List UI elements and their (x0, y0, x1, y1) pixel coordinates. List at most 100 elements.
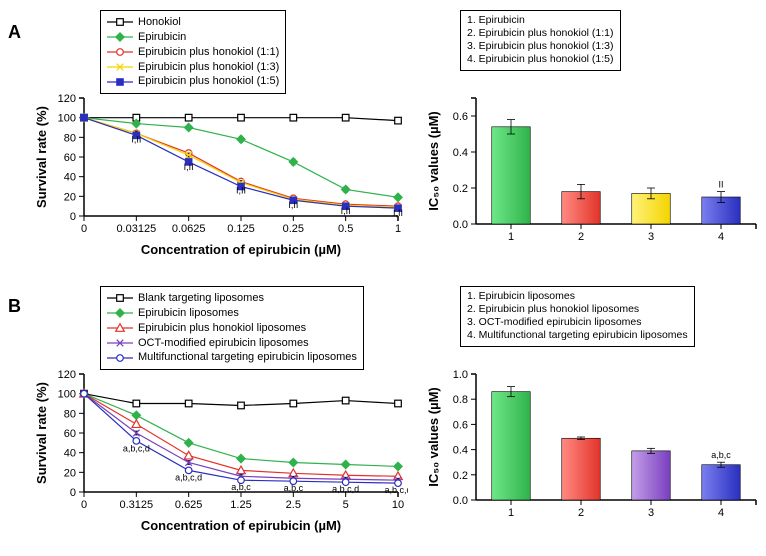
svg-text:1: 1 (508, 231, 514, 243)
bar-legend-item: 2. Epirubicin plus honokiol (1:1) (467, 27, 614, 40)
svg-text:20: 20 (64, 191, 76, 203)
panel-a-bar-legend: 1. Epirubicin2. Epirubicin plus honokiol… (460, 10, 621, 71)
svg-text:0: 0 (70, 211, 76, 223)
svg-text:I,II: I,II (341, 206, 351, 216)
svg-text:120: 120 (58, 369, 76, 381)
svg-text:80: 80 (64, 132, 76, 144)
bar-legend-item: 2. Epirubicin plus honokiol liposomes (467, 303, 688, 316)
svg-text:Concentration of epirubicin (µ: Concentration of epirubicin (µM) (141, 518, 341, 533)
svg-text:0.6: 0.6 (453, 111, 468, 123)
svg-text:II: II (718, 180, 723, 190)
legend-item: Honokiol (107, 15, 279, 30)
svg-text:0.4: 0.4 (453, 147, 468, 159)
svg-text:0.2: 0.2 (453, 470, 468, 482)
svg-text:Survival rate (%): Survival rate (%) (34, 382, 49, 484)
legend-label: Epirubicin liposomes (138, 306, 239, 321)
legend-label: Epirubicin plus honokiol (1:1) (138, 45, 279, 60)
svg-text:a,b,c,d: a,b,c,d (384, 485, 408, 495)
bar-legend-item: 3. Epirubicin plus honokiol (1:3) (467, 40, 614, 53)
svg-text:I,II: I,II (393, 208, 403, 218)
bar-legend-item: 1. Epirubicin liposomes (467, 290, 688, 303)
svg-text:20: 20 (64, 467, 76, 479)
legend-item: Multifunctional targeting epirubicin lip… (107, 350, 357, 365)
svg-text:40: 40 (64, 448, 76, 460)
svg-text:3: 3 (648, 507, 654, 519)
panel-b-legend: Blank targeting liposomesEpirubicin lipo… (100, 286, 364, 370)
legend-item: Epirubicin plus honokiol (1:1) (107, 45, 279, 60)
svg-text:5: 5 (343, 499, 349, 511)
svg-text:80: 80 (64, 408, 76, 420)
svg-text:2.5: 2.5 (286, 499, 301, 511)
bar-legend-item: 3. OCT-modified epirubicin liposomes (467, 316, 688, 329)
legend-label: Epirubicin plus honokiol liposomes (138, 321, 306, 336)
svg-text:0: 0 (70, 487, 76, 499)
svg-text:I,II: I,II (236, 185, 246, 195)
legend-label: Blank targeting liposomes (138, 291, 264, 306)
bar-legend-item: 4. Multifunctional targeting epirubicin … (467, 329, 688, 342)
svg-text:0.0: 0.0 (453, 219, 468, 231)
bar-legend-item: 1. Epirubicin (467, 14, 614, 27)
svg-text:I,II: I,II (288, 200, 298, 210)
svg-text:Survival rate (%): Survival rate (%) (34, 106, 49, 208)
svg-text:4: 4 (718, 231, 724, 243)
svg-text:60: 60 (64, 428, 76, 440)
svg-text:0.6: 0.6 (453, 419, 468, 431)
svg-text:60: 60 (64, 152, 76, 164)
legend-item: Blank targeting liposomes (107, 291, 357, 306)
svg-text:1: 1 (508, 507, 514, 519)
svg-text:40: 40 (64, 172, 76, 184)
svg-text:Concentration of epirubicin (µ: Concentration of epirubicin (µM) (141, 242, 341, 257)
svg-text:0.0: 0.0 (453, 495, 468, 507)
legend-item: OCT-modified epirubicin liposomes (107, 336, 357, 351)
legend-label: Epirubicin (138, 30, 186, 45)
legend-item: Epirubicin plus honokiol (1:5) (107, 74, 279, 89)
svg-text:a,b,c: a,b,c (231, 482, 251, 492)
svg-text:3: 3 (648, 231, 654, 243)
svg-text:0.3125: 0.3125 (120, 499, 154, 511)
legend-label: Honokiol (138, 15, 181, 30)
svg-text:a,b,c: a,b,c (284, 483, 304, 493)
svg-text:0.125: 0.125 (227, 223, 255, 235)
svg-text:0: 0 (81, 499, 87, 511)
panel-b-label: B (8, 296, 21, 317)
panel-a-legend: HonokiolEpirubicinEpirubicin plus honoki… (100, 10, 286, 94)
legend-item: Epirubicin plus honokiol (1:3) (107, 60, 279, 75)
svg-text:a,b,c,d: a,b,c,d (175, 472, 202, 482)
panel-a-label: A (8, 22, 21, 43)
svg-text:0.0625: 0.0625 (172, 223, 206, 235)
svg-text:IC₅₀ values (µM): IC₅₀ values (µM) (426, 387, 441, 487)
svg-text:I,II: I,II (184, 162, 194, 172)
svg-text:1.0: 1.0 (453, 369, 468, 381)
svg-text:120: 120 (58, 93, 76, 105)
legend-item: Epirubicin plus honokiol liposomes (107, 321, 357, 336)
svg-text:a,b,c,d: a,b,c,d (332, 484, 359, 494)
svg-text:I,II: I,II (131, 134, 141, 144)
svg-text:100: 100 (58, 389, 76, 401)
svg-text:0.5: 0.5 (338, 223, 353, 235)
svg-text:0.2: 0.2 (453, 183, 468, 195)
svg-text:0.25: 0.25 (283, 223, 304, 235)
svg-text:1.25: 1.25 (230, 499, 251, 511)
legend-label: Epirubicin plus honokiol (1:3) (138, 60, 279, 75)
svg-text:0: 0 (81, 223, 87, 235)
svg-text:4: 4 (718, 507, 724, 519)
legend-item: Epirubicin liposomes (107, 306, 357, 321)
svg-text:0.8: 0.8 (453, 394, 468, 406)
svg-text:10: 10 (392, 499, 404, 511)
legend-label: Multifunctional targeting epirubicin lip… (138, 350, 357, 365)
panel-b-bar-legend: 1. Epirubicin liposomes2. Epirubicin plu… (460, 286, 695, 347)
svg-text:2: 2 (578, 231, 584, 243)
svg-text:0.4: 0.4 (453, 445, 468, 457)
bar-legend-item: 4. Epirubicin plus honokiol (1:5) (467, 53, 614, 66)
svg-text:2: 2 (578, 507, 584, 519)
svg-text:IC₅₀ values (µM): IC₅₀ values (µM) (426, 111, 441, 211)
svg-text:a,b,c,d: a,b,c,d (123, 444, 150, 454)
svg-text:0.625: 0.625 (175, 499, 203, 511)
legend-label: OCT-modified epirubicin liposomes (138, 336, 309, 351)
svg-text:1: 1 (395, 223, 401, 235)
legend-label: Epirubicin plus honokiol (1:5) (138, 74, 279, 89)
svg-text:a,b,c: a,b,c (711, 450, 731, 460)
legend-item: Epirubicin (107, 30, 279, 45)
svg-text:0.03125: 0.03125 (116, 223, 156, 235)
svg-text:100: 100 (58, 113, 76, 125)
